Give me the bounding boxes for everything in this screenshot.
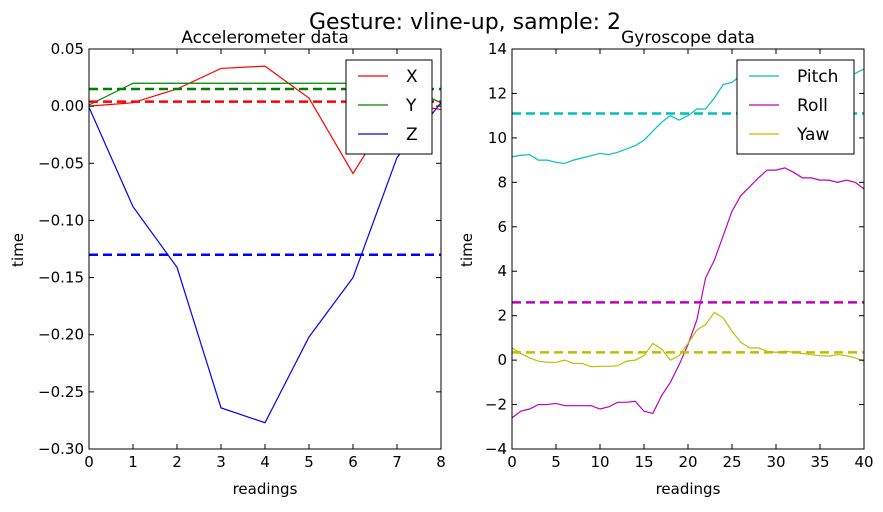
plot-area [512, 63, 864, 419]
y-tick-label: 10 [488, 129, 507, 147]
y-tick-label: −2 [485, 396, 507, 414]
x-tick-label: 7 [392, 453, 402, 471]
x-tick-label: 4 [260, 453, 270, 471]
x-tick-label: 0 [507, 453, 517, 471]
y-tick-label: 6 [497, 218, 507, 236]
accelerometer-panel: Accelerometer data readings time 0 1 2 3 4 5 6… [9, 28, 446, 498]
legend-label-z: Z [406, 125, 418, 145]
x-tick-label: 3 [216, 453, 226, 471]
x-tick-label: 2 [172, 453, 182, 471]
y-tick-label: −0.25 [38, 383, 84, 401]
legend-box [345, 59, 433, 155]
x-tick-label: 20 [678, 453, 697, 471]
y-tick-label: 4 [497, 262, 507, 280]
plot-area [89, 65, 441, 424]
x-tick-label: 30 [766, 453, 785, 471]
series-line-z [89, 102, 441, 424]
x-tick-label: 25 [722, 453, 741, 471]
y-tick-label: 8 [497, 173, 507, 191]
chart-title: Accelerometer data [181, 28, 349, 48]
y-tick-label: 14 [488, 40, 507, 58]
chart-title: Gyroscope data [621, 28, 755, 48]
y-tick-label: 0.00 [51, 97, 84, 115]
x-tick-label: 35 [810, 453, 829, 471]
series-line-yaw [512, 311, 864, 368]
x-axis-label: readings [656, 480, 721, 498]
gyroscope-panel: Gyroscope data readings time 0 5 10 15 20 25 3… [458, 28, 874, 498]
legend-label-x: X [406, 67, 418, 87]
y-tick-label: −0.20 [38, 326, 84, 344]
series-line-roll [512, 167, 864, 419]
y-tick-label: −4 [485, 440, 507, 458]
y-tick-label: −0.05 [38, 154, 84, 172]
y-tick-label: −0.15 [38, 269, 84, 287]
x-tick-label: 15 [634, 453, 653, 471]
y-axis-label: time [458, 233, 476, 267]
x-tick-label: 5 [304, 453, 314, 471]
y-tick-label: 12 [488, 84, 507, 102]
y-tick-label: −0.30 [38, 440, 84, 458]
x-tick-label: 0 [84, 453, 94, 471]
figure-suptitle: Gesture: vline-up, sample: 2 [309, 10, 621, 35]
x-tick-label: 8 [436, 453, 446, 471]
y-tick-label: 0.05 [51, 40, 84, 58]
legend: XYZ [345, 59, 433, 155]
x-tick-label: 40 [854, 453, 873, 471]
legend-label-pitch: Pitch [797, 67, 838, 87]
x-axis-label: readings [233, 480, 298, 498]
legend: Pitch Roll Yaw [736, 59, 855, 155]
x-tick-label: 1 [128, 453, 138, 471]
x-tick-label: 6 [348, 453, 358, 471]
x-tick-label: 10 [590, 453, 609, 471]
y-tick-label: 2 [497, 307, 507, 325]
legend-label-yaw: Yaw [796, 125, 829, 145]
y-axis-label: time [9, 233, 27, 267]
legend-label-y: Y [405, 96, 417, 116]
x-tick-label: 5 [551, 453, 561, 471]
y-tick-label: 0 [497, 351, 507, 369]
legend-label-roll: Roll [797, 96, 828, 116]
y-tick-label: −0.10 [38, 211, 84, 229]
